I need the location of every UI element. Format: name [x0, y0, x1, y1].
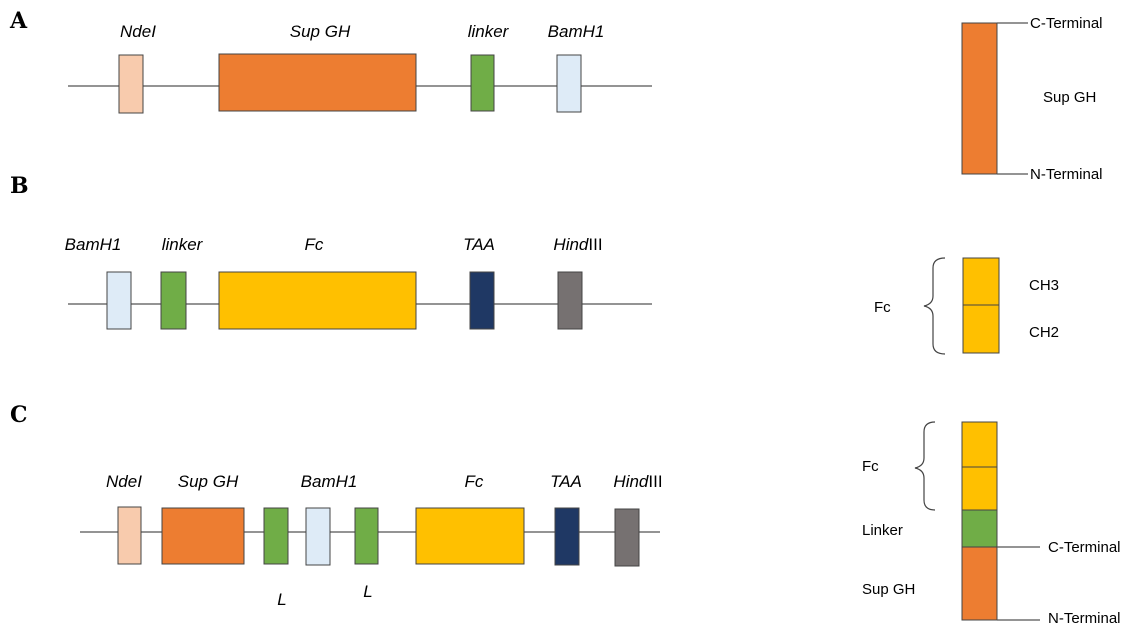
panel-b-hindiii-box [557, 271, 583, 330]
panel-c-hindiii-box [614, 508, 640, 567]
panel-b-ch2-label: CH2 [1029, 324, 1059, 341]
panel-c-linker2-box [354, 507, 379, 565]
panel-b-taa-box [469, 271, 495, 330]
panel-a-c-terminal-label: C-Terminal [1030, 15, 1103, 32]
panel-c-fc-label-protein: Fc [862, 458, 879, 475]
panel-b-fc-brace [923, 257, 946, 355]
panel-a-bamh1-box [556, 54, 582, 113]
panel-a-letter: A [9, 8, 28, 34]
panel-c-supgh-protein-label: Sup GH [862, 581, 915, 598]
panel-b-linker-box [160, 271, 187, 330]
panel-a-supgh-box [218, 53, 417, 112]
panel-b-ch3-label: CH3 [1029, 277, 1059, 294]
panel-b-fc-label: Fc [305, 235, 324, 254]
panel-c-n-terminal-label: N-Terminal [1048, 610, 1121, 627]
panel-c-fc-label: Fc [465, 472, 484, 491]
panel-a-n-terminal-label: N-Terminal [1030, 166, 1103, 183]
panel-c-supgh-box [161, 507, 245, 565]
panel-c-hindiii-label-plain: III [648, 472, 662, 491]
panel-c-fc-box [415, 507, 525, 565]
panel-a-supgh-protein-label: Sup GH [1043, 89, 1096, 106]
panel-c-ndei-label: NdeI [106, 472, 142, 491]
panel-c-taa-box [554, 507, 580, 566]
panel-b-ch3-block [962, 257, 1000, 306]
panel-a-bamh1-label: BamH1 [548, 22, 605, 41]
panel-c-fc-upper-block [961, 421, 998, 468]
panel-a-linker-box [470, 54, 495, 112]
panel-c-fc-brace [914, 421, 936, 511]
panel-a-ndei-box [118, 54, 144, 114]
panel-c-fc-lower-block [961, 466, 998, 511]
panel-b-hindiii-label-italic: Hind [553, 235, 589, 254]
panel-b-fc-box [218, 271, 417, 330]
panel-c-ndei-box [117, 506, 142, 565]
panel-a-supgh-label: Sup GH [290, 22, 351, 41]
panel-b-ch2-block [962, 304, 1000, 354]
panel-c-linker-block [961, 509, 998, 548]
panel-b-bamh1-box [106, 271, 132, 330]
panel-b-fc-group-label: Fc [874, 299, 891, 316]
panel-c-c-terminal-label: C-Terminal [1048, 539, 1121, 556]
panel-c-linker1-label: L [277, 590, 286, 609]
panel-c-supgh-label: Sup GH [178, 472, 239, 491]
panel-b-linker-label: linker [162, 235, 204, 254]
panel-c-linker1-box [263, 507, 289, 565]
panel-b-hindiii-label: HindIII [553, 235, 602, 254]
panel-b-taa-label: TAA [463, 235, 495, 254]
panel-c-letter: C [10, 402, 28, 428]
panel-c-bamh1-box [305, 507, 331, 566]
panel-a-ndei-label: NdeI [120, 22, 156, 41]
panel-b-bamh1-label: BamH1 [65, 235, 122, 254]
panel-c-hindiii-label-italic: Hind [613, 472, 649, 491]
panel-c-linker-protein-label: Linker [862, 522, 903, 539]
panel-a-linker-label: linker [468, 22, 510, 41]
panel-c-linker2-label: L [363, 582, 372, 601]
panel-a-protein-supgh-block [961, 22, 998, 175]
panel-c-bamh1-label: BamH1 [301, 472, 358, 491]
panel-c-supgh-block [961, 546, 998, 621]
panel-b-letter: B [10, 173, 29, 199]
panel-c-hindiii-label: HindIII [613, 472, 662, 491]
panel-c-taa-label: TAA [550, 472, 582, 491]
panel-b-hindiii-label-plain: III [588, 235, 602, 254]
